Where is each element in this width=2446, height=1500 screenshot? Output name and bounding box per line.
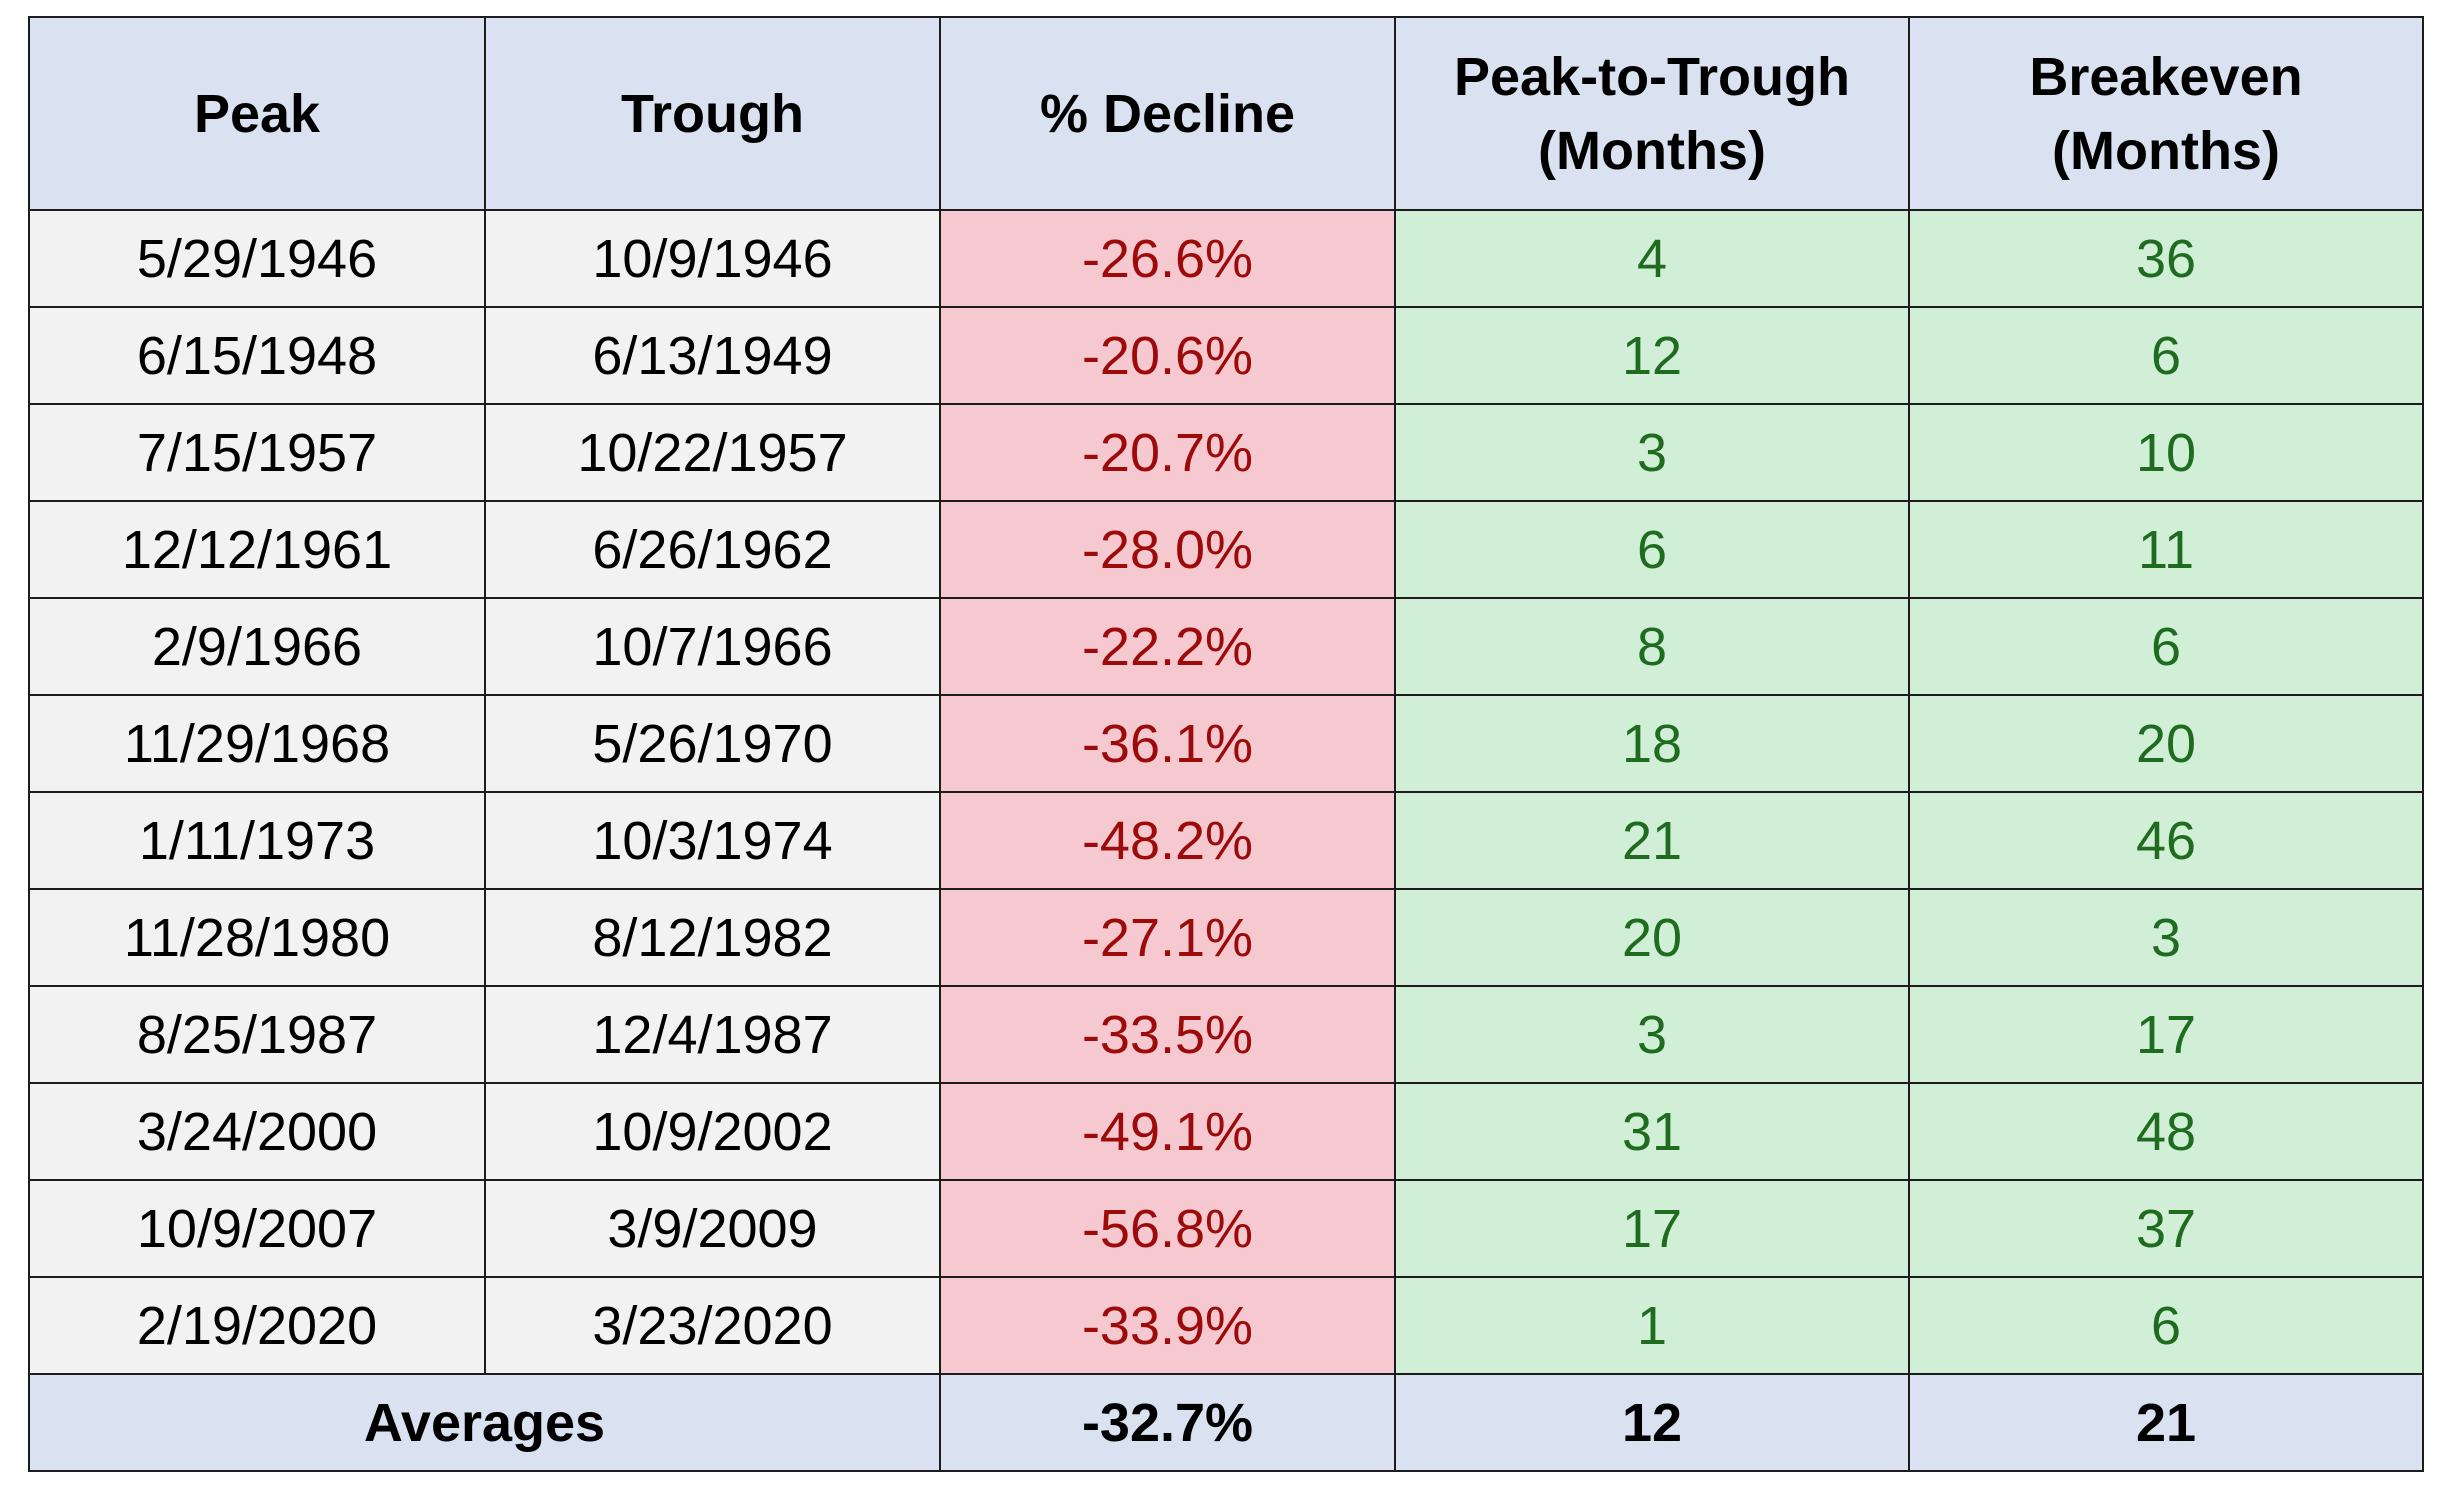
table-row: 8/25/1987 12/4/1987 -33.5% 3 17	[28, 985, 2424, 1084]
table-row: 1/11/1973 10/3/1974 -48.2% 21 46	[28, 791, 2424, 890]
table-row: 2/9/1966 10/7/1966 -22.2% 8 6	[28, 597, 2424, 696]
cell-breakeven: 3	[1908, 888, 2424, 987]
cell-decline: -20.6%	[939, 306, 1396, 405]
cell-trough: 3/23/2020	[484, 1276, 941, 1375]
table-row: 11/29/1968 5/26/1970 -36.1% 18 20	[28, 694, 2424, 793]
cell-breakeven: 6	[1908, 597, 2424, 696]
averages-row: Averages -32.7% 12 21	[28, 1373, 2424, 1472]
header-breakeven: Breakeven (Months)	[1908, 16, 2424, 211]
cell-breakeven: 36	[1908, 209, 2424, 308]
cell-breakeven: 11	[1908, 500, 2424, 599]
cell-peak-to-trough: 20	[1394, 888, 1910, 987]
cell-peak-to-trough: 3	[1394, 403, 1910, 502]
table-row: 3/24/2000 10/9/2002 -49.1% 31 48	[28, 1082, 2424, 1181]
averages-peak-to-trough: 12	[1394, 1373, 1910, 1472]
cell-breakeven: 46	[1908, 791, 2424, 890]
cell-peak: 2/19/2020	[28, 1276, 486, 1375]
table-row: 7/15/1957 10/22/1957 -20.7% 3 10	[28, 403, 2424, 502]
cell-peak: 2/9/1966	[28, 597, 486, 696]
cell-decline: -22.2%	[939, 597, 1396, 696]
cell-breakeven: 6	[1908, 306, 2424, 405]
table-row: 12/12/1961 6/26/1962 -28.0% 6 11	[28, 500, 2424, 599]
cell-peak: 12/12/1961	[28, 500, 486, 599]
cell-decline: -27.1%	[939, 888, 1396, 987]
cell-breakeven: 10	[1908, 403, 2424, 502]
cell-trough: 6/13/1949	[484, 306, 941, 405]
cell-trough: 10/3/1974	[484, 791, 941, 890]
cell-decline: -28.0%	[939, 500, 1396, 599]
cell-trough: 10/9/1946	[484, 209, 941, 308]
cell-breakeven: 6	[1908, 1276, 2424, 1375]
averages-decline: -32.7%	[939, 1373, 1396, 1472]
cell-decline: -20.7%	[939, 403, 1396, 502]
cell-peak-to-trough: 18	[1394, 694, 1910, 793]
header-decline: % Decline	[939, 16, 1396, 211]
cell-trough: 10/9/2002	[484, 1082, 941, 1181]
table-row: 6/15/1948 6/13/1949 -20.6% 12 6	[28, 306, 2424, 405]
table-row: 2/19/2020 3/23/2020 -33.9% 1 6	[28, 1276, 2424, 1375]
cell-trough: 3/9/2009	[484, 1179, 941, 1278]
cell-peak-to-trough: 1	[1394, 1276, 1910, 1375]
cell-peak-to-trough: 4	[1394, 209, 1910, 308]
cell-decline: -48.2%	[939, 791, 1396, 890]
cell-trough: 10/22/1957	[484, 403, 941, 502]
cell-peak: 1/11/1973	[28, 791, 486, 890]
cell-trough: 8/12/1982	[484, 888, 941, 987]
averages-label: Averages	[28, 1373, 941, 1472]
cell-peak: 11/28/1980	[28, 888, 486, 987]
cell-decline: -26.6%	[939, 209, 1396, 308]
header-row: Peak Trough % Decline Peak-to-Trough (Mo…	[28, 16, 2424, 211]
cell-breakeven: 17	[1908, 985, 2424, 1084]
cell-peak-to-trough: 3	[1394, 985, 1910, 1084]
cell-peak: 10/9/2007	[28, 1179, 486, 1278]
cell-peak-to-trough: 17	[1394, 1179, 1910, 1278]
cell-trough: 12/4/1987	[484, 985, 941, 1084]
header-peak: Peak	[28, 16, 486, 211]
header-trough: Trough	[484, 16, 941, 211]
cell-peak-to-trough: 21	[1394, 791, 1910, 890]
table-body: 5/29/1946 10/9/1946 -26.6% 4 36 6/15/1948 6/13…	[28, 209, 2424, 1375]
cell-decline: -49.1%	[939, 1082, 1396, 1181]
cell-decline: -56.8%	[939, 1179, 1396, 1278]
table-row: 5/29/1946 10/9/1946 -26.6% 4 36	[28, 209, 2424, 308]
cell-trough: 5/26/1970	[484, 694, 941, 793]
cell-trough: 10/7/1966	[484, 597, 941, 696]
cell-peak-to-trough: 6	[1394, 500, 1910, 599]
cell-peak-to-trough: 12	[1394, 306, 1910, 405]
cell-peak: 5/29/1946	[28, 209, 486, 308]
cell-breakeven: 20	[1908, 694, 2424, 793]
table-row: 10/9/2007 3/9/2009 -56.8% 17 37	[28, 1179, 2424, 1278]
cell-peak: 11/29/1968	[28, 694, 486, 793]
table-row: 11/28/1980 8/12/1982 -27.1% 20 3	[28, 888, 2424, 987]
cell-peak-to-trough: 31	[1394, 1082, 1910, 1181]
cell-peak: 7/15/1957	[28, 403, 486, 502]
bear-market-table: Peak Trough % Decline Peak-to-Trough (Mo…	[28, 16, 2424, 1472]
cell-breakeven: 37	[1908, 1179, 2424, 1278]
cell-peak: 3/24/2000	[28, 1082, 486, 1181]
cell-peak-to-trough: 8	[1394, 597, 1910, 696]
cell-decline: -36.1%	[939, 694, 1396, 793]
cell-peak: 6/15/1948	[28, 306, 486, 405]
cell-decline: -33.5%	[939, 985, 1396, 1084]
averages-breakeven: 21	[1908, 1373, 2424, 1472]
cell-trough: 6/26/1962	[484, 500, 941, 599]
cell-decline: -33.9%	[939, 1276, 1396, 1375]
cell-breakeven: 48	[1908, 1082, 2424, 1181]
cell-peak: 8/25/1987	[28, 985, 486, 1084]
header-peak-to-trough: Peak-to-Trough (Months)	[1394, 16, 1910, 211]
